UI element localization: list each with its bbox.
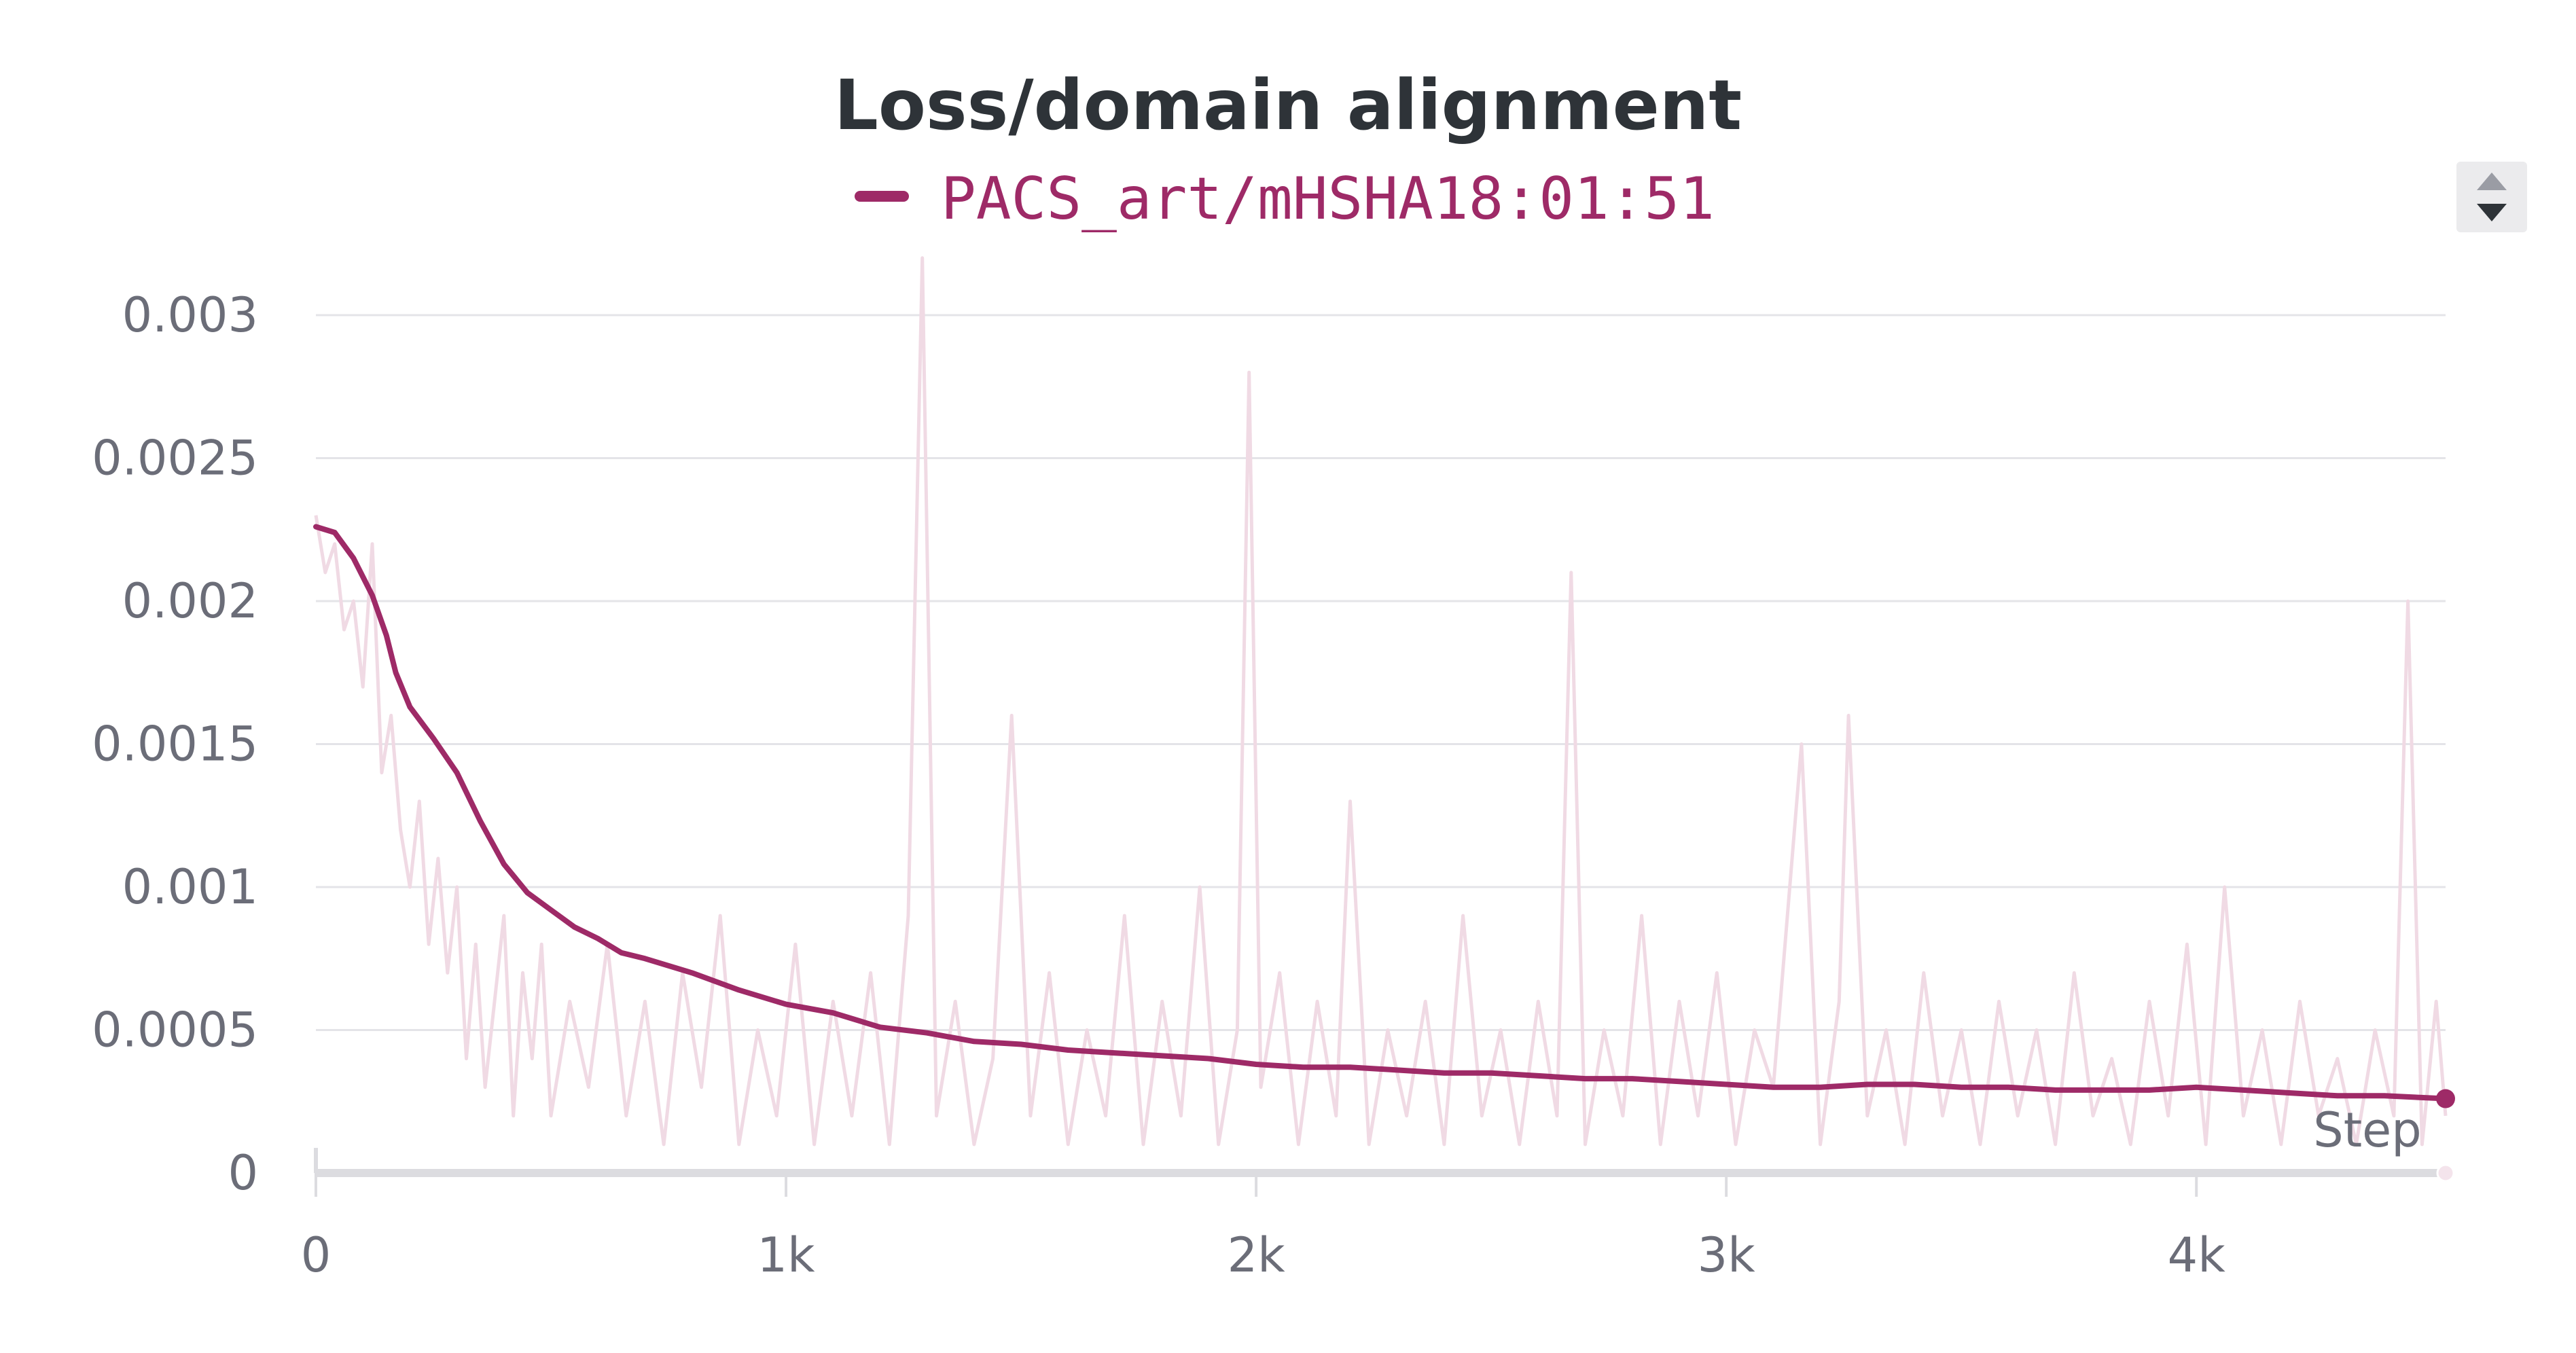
legend-scroll-background bbox=[2456, 162, 2527, 232]
y-tick-label: 0 bbox=[228, 1145, 258, 1201]
x-tick-label: 0 bbox=[301, 1227, 332, 1283]
y-tick-label: 0.001 bbox=[122, 859, 258, 915]
x-axis bbox=[314, 1148, 2446, 1177]
y-tick-label: 0.0015 bbox=[92, 717, 258, 772]
y-axis-ticks: 0 0.0005 0.001 0.0015 0.002 0.0025 0.003 bbox=[92, 287, 258, 1201]
legend-label: PACS_art/mHSHA18:01:51 bbox=[941, 165, 1715, 233]
legend-scroll[interactable] bbox=[2456, 162, 2527, 232]
smoothed-series-line bbox=[313, 524, 2448, 1102]
x-tick-label: 2k bbox=[1228, 1227, 1286, 1283]
series-end-point bbox=[2436, 1089, 2455, 1108]
grid bbox=[316, 314, 2446, 1031]
y-tick-label: 0.0025 bbox=[92, 431, 258, 486]
chart-title: Loss/domain alignment bbox=[834, 65, 1742, 146]
smoothed-series bbox=[313, 524, 2455, 1108]
raw-series bbox=[314, 256, 2455, 1183]
x-tick-label: 1k bbox=[757, 1227, 816, 1283]
y-tick-label: 0.003 bbox=[122, 287, 258, 343]
legend: PACS_art/mHSHA18:01:51 bbox=[855, 165, 1715, 233]
scroll-up-icon[interactable] bbox=[2477, 173, 2507, 190]
legend-swatch bbox=[855, 191, 909, 202]
x-tick-label: 3k bbox=[1698, 1227, 1756, 1283]
x-axis-label: Step bbox=[2313, 1102, 2421, 1158]
x-tick-label: 4k bbox=[2168, 1227, 2226, 1283]
y-tick-label: 0.0005 bbox=[92, 1003, 258, 1058]
scroll-down-icon[interactable] bbox=[2477, 204, 2507, 221]
y-tick-label: 0.002 bbox=[122, 573, 258, 629]
raw-series-line bbox=[314, 256, 2448, 1147]
x-axis-ticks: 0 1k 2k 3k 4k bbox=[301, 1173, 2225, 1283]
raw-end-point bbox=[2436, 1163, 2455, 1183]
